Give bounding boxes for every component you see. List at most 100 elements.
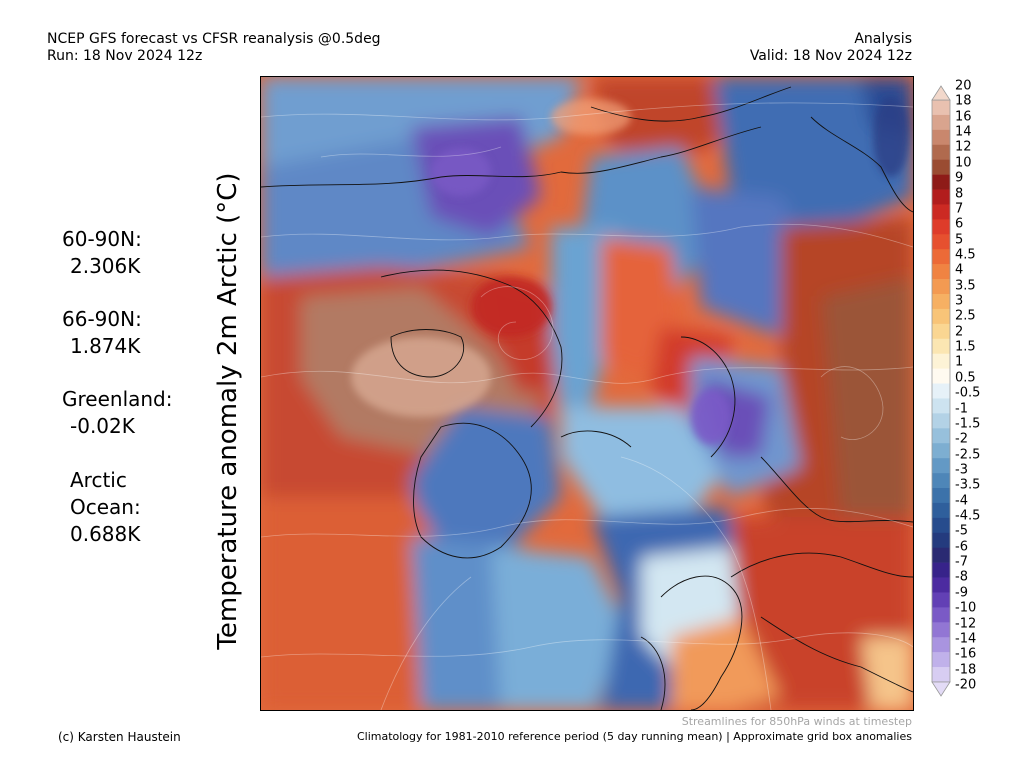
anomaly-detail	[351, 97, 909, 445]
colorbar-tick-label: -1	[955, 401, 968, 417]
colorbar-tick-label: 14	[955, 124, 972, 140]
colorbar-cell	[932, 323, 950, 340]
colorbar-tick-label: -2.5	[955, 447, 981, 463]
colorbar-tick-label: 1	[955, 354, 964, 370]
header-left: NCEP GFS forecast vs CFSR reanalysis @0.…	[47, 31, 381, 65]
colorbar-tick-label: 6	[955, 216, 964, 232]
colorbar-tick-label: 3	[955, 293, 964, 309]
colorbar-cell	[932, 413, 950, 429]
colorbar-cell	[932, 144, 950, 160]
colorbar-tick-label: 4.5	[955, 247, 976, 263]
colorbar-cell	[932, 159, 950, 175]
stat-greenland: Greenland: -0.02K	[62, 386, 173, 440]
colorbar-cell	[932, 443, 950, 459]
colorbar-cell	[932, 174, 950, 190]
streamline-note: Streamlines for 850hPa winds at timestep	[681, 715, 912, 728]
colorbar-tick-label: 9	[955, 170, 964, 186]
colorbar-tick-label: -16	[955, 646, 977, 662]
colorbar-cell	[932, 338, 950, 354]
colorbar-cell	[932, 607, 950, 623]
colorbar-cell	[932, 234, 950, 250]
colorbar-cell	[932, 353, 950, 369]
colorbar-cell	[932, 532, 950, 548]
header-right: Analysis Valid: 18 Nov 2024 12z	[750, 31, 912, 65]
stat-value: 2.306K	[70, 254, 141, 278]
colorbar-cell	[932, 129, 950, 146]
run-time: Run: 18 Nov 2024 12z	[47, 48, 203, 64]
stat-value: 0.688K	[70, 522, 141, 546]
colorbar-tick-label: 1.5	[955, 339, 976, 355]
colorbar-cell	[932, 577, 950, 593]
colorbar-cell	[932, 264, 950, 280]
colorbar-cell	[932, 308, 950, 325]
colorbar-cell	[932, 189, 950, 205]
colorbar-tick-label: -10	[955, 600, 977, 616]
stat-66-90n: 66-90N: 1.874K	[62, 306, 142, 360]
colorbar-tick-label: -7	[955, 554, 968, 570]
stat-label: Greenland:	[62, 387, 173, 411]
stat-value: 1.874K	[70, 334, 141, 358]
colorbar-cell	[932, 458, 950, 474]
colorbar-cell	[932, 114, 950, 131]
colorbar-tick-label: -9	[955, 585, 968, 601]
colorbar-tick-label: -1.5	[955, 416, 981, 432]
colorbar-tick-label: 7	[955, 201, 964, 217]
colorbar-tick-label: -20	[955, 677, 977, 693]
colorbar-tick-label: -3.5	[955, 477, 981, 493]
colorbar-bottom-arrow	[931, 681, 951, 697]
colorbar-cell	[932, 383, 950, 399]
map-canvas	[261, 77, 913, 710]
colorbar-tick-label: -2	[955, 431, 968, 447]
colorbar-cell	[932, 488, 950, 504]
colorbar-tick-label: 4	[955, 262, 964, 278]
colorbar-tick-label: 5	[955, 232, 964, 248]
vertical-axis-label: Temperature anomaly 2m Arctic (°C)	[213, 172, 243, 650]
colorbar-cell	[932, 592, 950, 608]
map-title: NCEP GFS forecast vs CFSR reanalysis @0.…	[47, 31, 381, 47]
colorbar-cell	[932, 100, 950, 116]
colorbar-tick-label: 2	[955, 324, 964, 340]
colorbar-cell	[932, 637, 950, 653]
colorbar-tick-label: -4	[955, 493, 968, 509]
stat-label: Arctic Ocean:	[70, 468, 141, 519]
colorbar-tick-label: -14	[955, 631, 977, 647]
colorbar-tick-label: -8	[955, 569, 968, 585]
colorbar-cell	[932, 517, 950, 534]
stat-label: 60-90N:	[62, 227, 142, 251]
colorbar-top-arrow	[931, 85, 951, 101]
stat-arctic-ocean: Arctic Ocean: 0.688K	[70, 467, 180, 548]
colorbar-tick-label: -0.5	[955, 385, 981, 401]
colorbar-tick-label: -6	[955, 539, 968, 555]
colorbar-tick-label: 8	[955, 186, 964, 201]
colorbar-tick-label: 16	[955, 109, 972, 125]
colorbar-tick-label: 3.5	[955, 278, 976, 294]
colorbar-cell	[932, 473, 950, 489]
colorbar-tick-label: -18	[955, 662, 977, 678]
stat-60-90n: 60-90N: 2.306K	[62, 226, 142, 280]
colorbar-tick-label: 12	[955, 139, 972, 155]
colorbar-tick-label: 20	[955, 78, 972, 94]
colorbar	[931, 85, 951, 697]
colorbar-cell	[932, 204, 950, 220]
colorbar-tick-label: 18	[955, 93, 972, 109]
colorbar-cell	[932, 667, 950, 683]
colorbar-cell	[932, 547, 950, 563]
colorbar-cell	[932, 652, 950, 668]
stat-label: 66-90N:	[62, 307, 142, 331]
colorbar-cell	[932, 502, 950, 519]
arctic-anomaly-map	[260, 76, 914, 711]
colorbar-tick-label: -4.5	[955, 508, 981, 524]
colorbar-cell	[932, 398, 950, 414]
colorbar-tick-label: 2.5	[955, 308, 976, 324]
colorbar-cell	[932, 562, 950, 578]
colorbar-tick-label: -12	[955, 616, 977, 632]
colorbar-cell	[932, 279, 950, 295]
valid-time: Valid: 18 Nov 2024 12z	[749, 48, 912, 64]
colorbar-cell	[932, 622, 950, 638]
colorbar-tick-label: 10	[955, 155, 972, 171]
colorbar-cell	[932, 368, 950, 384]
colorbar-tick-label: -5	[955, 523, 968, 539]
colorbar-cell	[932, 219, 950, 235]
colorbar-cell	[932, 249, 950, 265]
